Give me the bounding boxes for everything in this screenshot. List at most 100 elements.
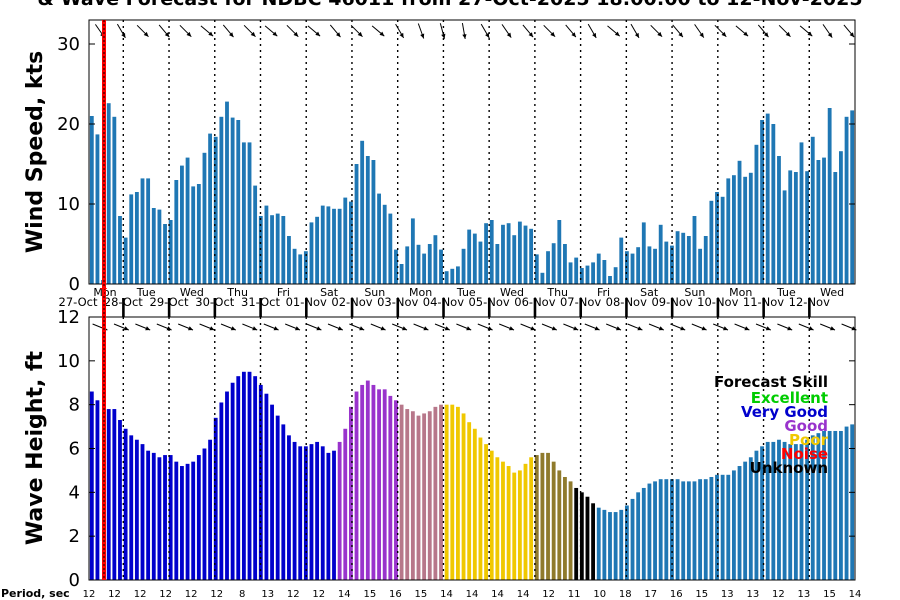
wave-bar bbox=[585, 496, 590, 580]
wave-bar bbox=[810, 435, 815, 580]
wave-arrow bbox=[413, 323, 429, 331]
wave-arrow bbox=[434, 323, 450, 331]
wave-arrow bbox=[713, 323, 729, 331]
wave-bar bbox=[394, 400, 398, 580]
wave-bar bbox=[134, 439, 139, 580]
wave-bar bbox=[506, 466, 511, 580]
wind-bar bbox=[810, 136, 815, 284]
wave-bar bbox=[225, 391, 229, 580]
wind-bar bbox=[760, 120, 764, 284]
legend-entry: Good bbox=[784, 417, 828, 435]
wave-bar bbox=[805, 439, 810, 580]
wave-bar bbox=[343, 428, 348, 580]
wind-bar bbox=[332, 208, 336, 284]
wave-arrow bbox=[670, 323, 686, 331]
wind-arrow bbox=[286, 24, 299, 38]
wind-bar bbox=[275, 213, 280, 284]
wave-bar bbox=[658, 479, 663, 580]
wave-bar bbox=[309, 444, 314, 580]
wind-bar bbox=[388, 213, 393, 284]
wind-bar bbox=[670, 245, 674, 284]
wind-bar bbox=[123, 237, 128, 284]
period-tick-label: 12 bbox=[134, 589, 147, 600]
wind-arrow bbox=[158, 24, 170, 38]
wind-bar bbox=[664, 241, 669, 284]
wave-arrow bbox=[392, 323, 408, 331]
wind-arrow bbox=[179, 24, 192, 38]
wind-arrow bbox=[417, 23, 425, 39]
wave-bar bbox=[456, 406, 460, 580]
wave-arrow bbox=[263, 323, 279, 331]
wave-bar bbox=[410, 411, 415, 580]
wind-bar bbox=[298, 254, 303, 284]
period-tick-label: 12 bbox=[312, 589, 325, 600]
wave-arrow bbox=[220, 323, 236, 331]
wind-bar bbox=[230, 117, 235, 284]
wind-arrow bbox=[136, 24, 149, 38]
wave-bar bbox=[833, 430, 838, 580]
wind-bar bbox=[534, 254, 539, 284]
wave-bar bbox=[754, 450, 759, 580]
wind-bar bbox=[444, 271, 449, 284]
wave-y-tick-label: 0 bbox=[69, 570, 80, 591]
wind-arrow bbox=[714, 24, 727, 38]
legend-entry: Noise bbox=[781, 445, 828, 463]
wind-bar bbox=[337, 208, 342, 284]
legend-entry: Unknown bbox=[750, 459, 828, 477]
wind-bar bbox=[422, 253, 427, 284]
wind-bar bbox=[698, 248, 703, 284]
wind-bar bbox=[692, 216, 697, 284]
wind-bar bbox=[647, 246, 652, 284]
wave-bar bbox=[720, 474, 725, 580]
legend-title: Forecast Skill bbox=[714, 373, 828, 391]
wind-bar bbox=[512, 235, 517, 284]
period-tick-label: 15 bbox=[364, 589, 377, 600]
wave-bar bbox=[568, 481, 573, 581]
wave-arrow bbox=[691, 323, 707, 331]
wave-y-axis-label: Wave Height, ft bbox=[23, 350, 48, 545]
wind-bar bbox=[140, 178, 145, 284]
wave-arrow bbox=[456, 323, 472, 331]
day-label: Sat bbox=[320, 286, 339, 299]
wave-y-tick-label: 10 bbox=[57, 351, 80, 372]
wave-bar bbox=[551, 461, 556, 580]
midnight-tick bbox=[122, 298, 125, 317]
wind-bar bbox=[472, 233, 477, 284]
wave-bar bbox=[624, 505, 629, 580]
wind-y-axis-label: Wind Speed, kts bbox=[23, 51, 48, 253]
wave-bar bbox=[196, 455, 201, 580]
wind-bar bbox=[636, 247, 641, 284]
wind-bar bbox=[630, 253, 635, 284]
wave-bar bbox=[399, 404, 404, 580]
wave-bar bbox=[715, 474, 719, 580]
wind-bar bbox=[743, 176, 748, 284]
day-label: Tue bbox=[136, 286, 156, 299]
wave-arrow bbox=[349, 323, 365, 331]
period-tick-label: 12 bbox=[83, 589, 96, 600]
wave-arrow bbox=[520, 323, 536, 331]
wave-y-tick-label: 6 bbox=[69, 439, 80, 460]
wind-bar bbox=[371, 160, 376, 284]
wind-bar bbox=[146, 178, 151, 284]
wind-bar bbox=[574, 257, 579, 284]
wave-bar bbox=[748, 457, 753, 580]
wind-bar bbox=[579, 268, 584, 284]
wind-bar bbox=[517, 221, 522, 284]
wave-direction-arrows bbox=[92, 323, 857, 331]
wave-bar bbox=[512, 472, 517, 580]
wave-arrow bbox=[606, 323, 622, 331]
wind-bar bbox=[737, 160, 742, 284]
wave-bar bbox=[450, 404, 455, 580]
midnight-tick bbox=[350, 298, 354, 317]
wave-bar bbox=[433, 406, 438, 580]
wind-bar bbox=[489, 220, 494, 284]
wave-bar bbox=[422, 413, 427, 580]
period-tick-label: 12 bbox=[159, 589, 172, 600]
wind-bar bbox=[270, 215, 274, 284]
wave-bar bbox=[168, 455, 173, 580]
wind-direction-arrows bbox=[94, 23, 855, 39]
day-label: Sun bbox=[364, 286, 385, 299]
wind-bar bbox=[546, 251, 550, 284]
wind-bar bbox=[658, 224, 663, 284]
wave-bar bbox=[557, 470, 562, 580]
